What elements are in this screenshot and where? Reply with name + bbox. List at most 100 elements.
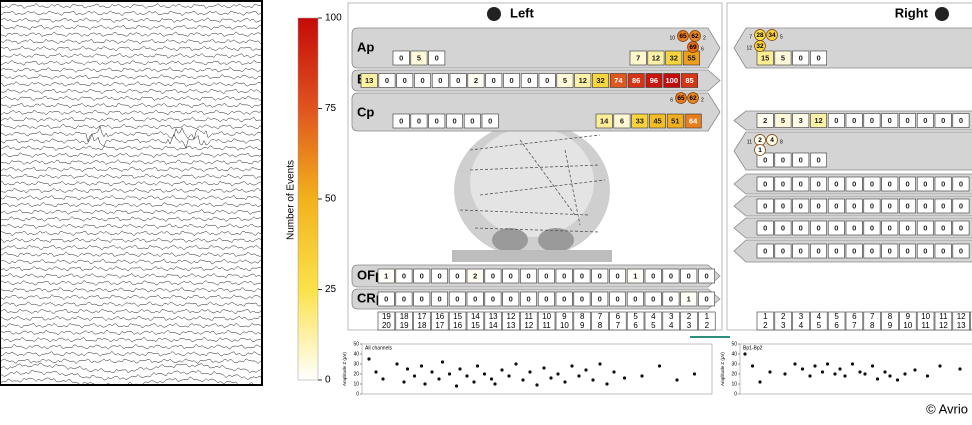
event-cell — [916, 220, 934, 236]
contact-number: 3 — [781, 321, 786, 330]
contact-number: 2 — [763, 321, 768, 330]
scatter-point — [800, 367, 805, 371]
eeg-trace — [0, 329, 262, 336]
event-cell — [845, 113, 863, 128]
marker-value: 28 — [756, 32, 764, 39]
event-cell — [556, 73, 574, 88]
event-count: 0 — [562, 294, 566, 303]
event-count: 1 — [384, 271, 388, 280]
scatter-point — [570, 364, 574, 368]
marker — [675, 92, 687, 104]
eeg-trace — [0, 166, 262, 173]
number-box — [644, 311, 663, 331]
number-box — [555, 311, 574, 331]
eeg-trace — [0, 315, 262, 322]
event-cell — [573, 291, 591, 307]
event-count: 0 — [669, 271, 673, 280]
colorbar-tick-label: 100 — [325, 13, 342, 24]
event-cell — [446, 113, 463, 129]
contact-number: 5 — [834, 312, 839, 321]
eeg-trace — [0, 53, 262, 59]
scatter-point — [423, 382, 427, 386]
eeg-trace — [0, 201, 262, 208]
eeg-trace — [0, 109, 262, 116]
contact-number: 11 — [525, 312, 534, 321]
scatter-point — [605, 382, 609, 386]
event-count: 0 — [435, 53, 439, 62]
event-cell — [810, 243, 828, 259]
eeg-trace — [0, 145, 262, 151]
number-box — [970, 311, 972, 331]
scatter-point — [412, 374, 417, 378]
event-cell — [663, 73, 681, 88]
event-cell — [413, 291, 431, 307]
contact-number: 6 — [834, 321, 839, 330]
event-cell — [774, 220, 792, 236]
event-cell — [466, 291, 484, 307]
scatter-point — [454, 384, 459, 388]
event-count: 85 — [685, 76, 693, 85]
event-count: 0 — [385, 76, 389, 85]
event-cell — [792, 176, 810, 192]
electrode-label: CRp — [357, 290, 384, 305]
contact-number: 16 — [453, 321, 462, 330]
scatter-point — [743, 352, 747, 356]
event-cell — [485, 73, 503, 88]
contact-number: 3 — [669, 312, 674, 321]
event-count: 0 — [852, 201, 856, 210]
event-cell — [609, 73, 627, 88]
event-cell — [934, 243, 952, 259]
y-tick-label: 30 — [731, 361, 737, 367]
event-cell — [591, 291, 609, 307]
scatter-point — [675, 378, 679, 382]
contact-number: 12 — [507, 312, 516, 321]
event-cell — [881, 198, 899, 214]
number-box — [810, 311, 828, 331]
event-count: 0 — [491, 294, 495, 303]
event-count: 0 — [763, 246, 767, 255]
event-cell — [792, 220, 810, 236]
event-cell — [609, 291, 627, 307]
contact-number: 2 — [687, 312, 692, 321]
event-count: 33 — [636, 116, 644, 125]
event-count: 0 — [941, 201, 945, 210]
y-tick-label: 20 — [353, 371, 359, 377]
event-count: 0 — [781, 246, 785, 255]
scatter-point — [925, 374, 930, 378]
eeg-trace — [0, 88, 262, 95]
event-cell — [863, 176, 881, 192]
event-count: 32 — [596, 76, 604, 85]
y-tick-label: 20 — [731, 371, 737, 377]
scatter-point — [514, 362, 518, 366]
scatter-point — [692, 372, 697, 376]
contact-number: 3 — [687, 321, 692, 330]
event-cell — [827, 220, 845, 236]
scatter-point — [793, 362, 797, 366]
marker-tag: 5 — [780, 34, 783, 40]
event-count: 15 — [761, 53, 769, 62]
eeg-trace — [0, 159, 262, 165]
colorbar-tick-label: 0 — [325, 375, 331, 386]
event-count: 0 — [799, 246, 803, 255]
event-count: 12 — [652, 53, 660, 62]
event-count: 0 — [852, 223, 856, 232]
number-box — [662, 311, 680, 331]
contact-number: 16 — [435, 312, 444, 321]
eeg-trace — [0, 187, 262, 194]
number-box — [395, 311, 413, 331]
event-count: 2 — [474, 76, 478, 85]
event-count: 0 — [923, 223, 927, 232]
eeg-trace — [0, 362, 262, 374]
event-cell — [698, 268, 716, 284]
event-cell — [665, 50, 683, 66]
event-cell — [377, 268, 395, 284]
event-count: 0 — [633, 294, 637, 303]
event-cell — [774, 152, 792, 168]
event-count: 0 — [923, 179, 927, 188]
event-cell — [756, 176, 774, 192]
marker-value: 65 — [679, 33, 687, 40]
event-cell — [484, 268, 502, 284]
marker-tag: 8 — [780, 139, 783, 145]
scatter-point — [437, 377, 441, 381]
brain-icon — [935, 7, 949, 21]
